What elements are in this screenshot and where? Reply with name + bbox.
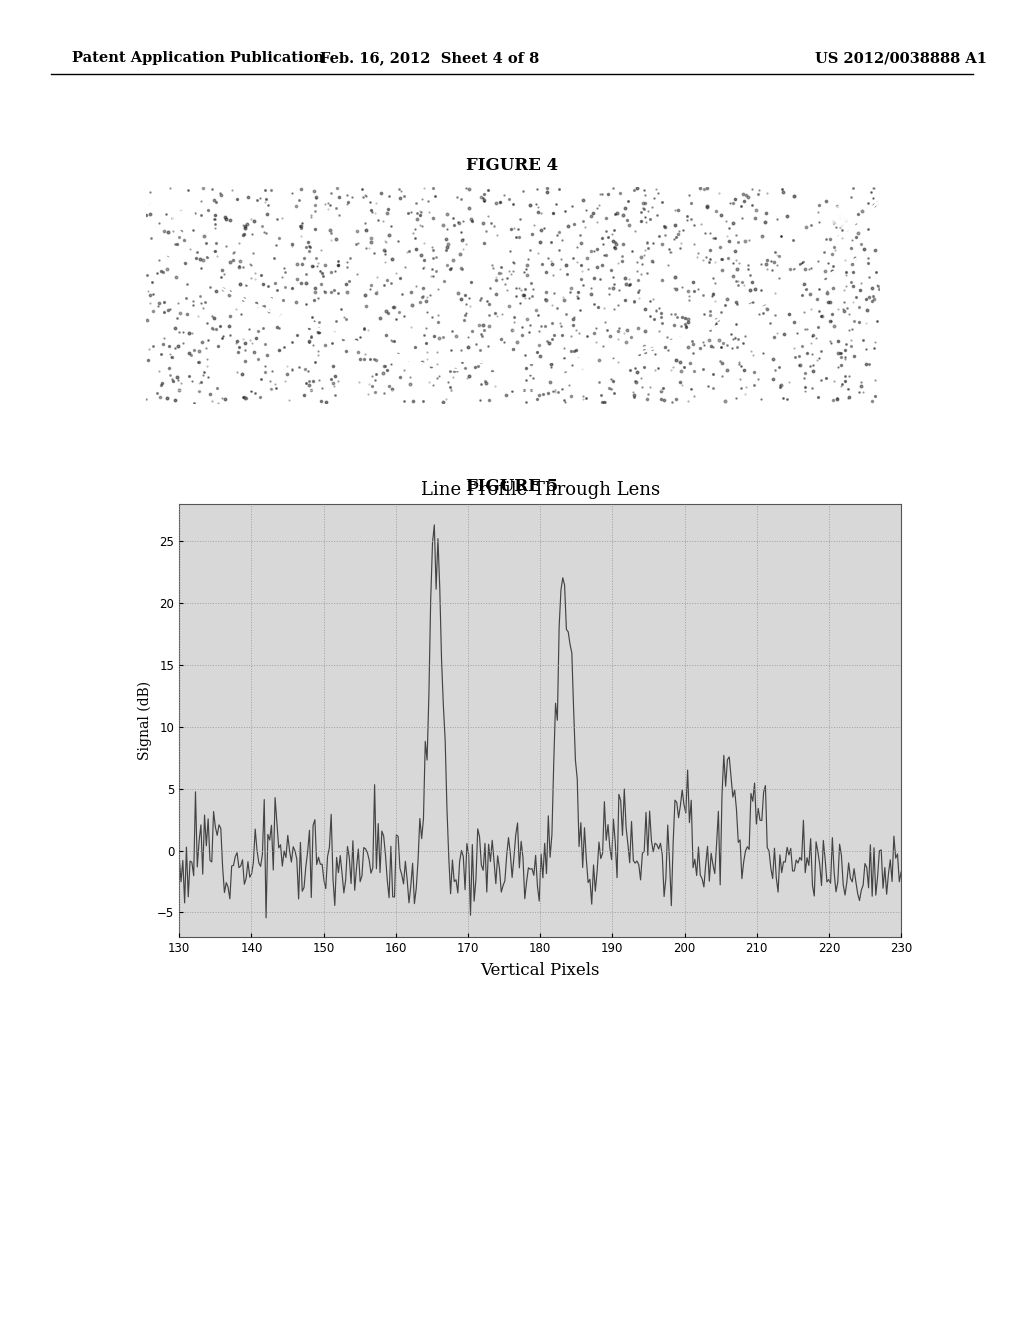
Y-axis label: Signal (dB): Signal (dB)	[137, 681, 152, 760]
X-axis label: Vertical Pixels: Vertical Pixels	[480, 962, 600, 979]
Text: Feb. 16, 2012  Sheet 4 of 8: Feb. 16, 2012 Sheet 4 of 8	[321, 51, 540, 65]
Title: Line Profile Through Lens: Line Profile Through Lens	[421, 480, 659, 499]
Text: US 2012/0038888 A1: US 2012/0038888 A1	[815, 51, 987, 65]
Text: Patent Application Publication: Patent Application Publication	[72, 51, 324, 65]
Text: FIGURE 4: FIGURE 4	[466, 157, 558, 174]
Text: FIGURE 5: FIGURE 5	[466, 478, 558, 495]
